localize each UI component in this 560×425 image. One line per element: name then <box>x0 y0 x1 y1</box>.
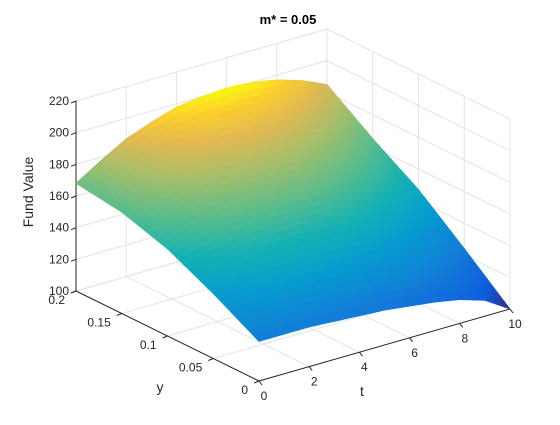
z-tick-label: 140 <box>49 221 69 235</box>
chart-title: m* = 0.05 <box>260 12 317 27</box>
x-axis-label: t <box>360 383 364 399</box>
z-tick-mark <box>70 132 77 136</box>
x-tick-mark <box>258 380 263 386</box>
z-tick-mark <box>70 258 77 262</box>
z-tick-label: 160 <box>49 189 69 203</box>
z-tick-label: 220 <box>49 94 69 108</box>
x-tick-label: 10 <box>508 317 522 331</box>
z-tick-label: 100 <box>49 284 69 298</box>
y-tick-mark <box>116 313 122 316</box>
y-tick-label: 0.05 <box>179 361 203 375</box>
surface-patch <box>497 298 511 310</box>
y-tick-mark <box>253 380 260 384</box>
grid-line <box>326 60 511 152</box>
x-axis-line <box>258 308 511 382</box>
x-tick-mark <box>308 366 313 371</box>
z-tick-mark <box>70 100 77 104</box>
z-tick-mark <box>70 163 77 167</box>
x-tick-label: 0 <box>261 389 268 403</box>
surface <box>75 79 511 342</box>
z-tick-mark <box>70 227 77 231</box>
x-tick-mark <box>459 323 464 328</box>
z-tick-label: 200 <box>49 126 69 140</box>
ticks: 024681000.050.10.150.2100120140160180200… <box>48 94 522 403</box>
grid-line <box>326 28 511 120</box>
y-tick-mark <box>208 358 214 361</box>
z-tick-label: 120 <box>49 252 69 266</box>
x-tick-label: 2 <box>311 375 318 389</box>
z-tick-mark <box>70 195 77 199</box>
x-tick-mark <box>358 351 363 357</box>
x-tick-mark <box>509 308 514 314</box>
z-tick-mark <box>70 290 77 294</box>
grid-line <box>326 91 511 183</box>
y-tick-label: 0.1 <box>140 338 157 352</box>
x-tick-mark <box>409 337 414 343</box>
x-tick-label: 8 <box>461 331 468 345</box>
y-tick-mark <box>162 335 168 339</box>
grid-line <box>75 28 328 102</box>
x-tick-label: 6 <box>411 346 418 360</box>
y-tick-label: 0.15 <box>87 316 111 330</box>
x-tick-label: 4 <box>361 360 368 374</box>
z-tick-label: 180 <box>49 157 69 171</box>
y-tick-label: 0.2 <box>48 293 65 307</box>
y-tick-label: 0 <box>241 383 248 397</box>
y-axis-label: y <box>157 379 164 395</box>
z-axis-label: Fund Value <box>20 157 36 228</box>
